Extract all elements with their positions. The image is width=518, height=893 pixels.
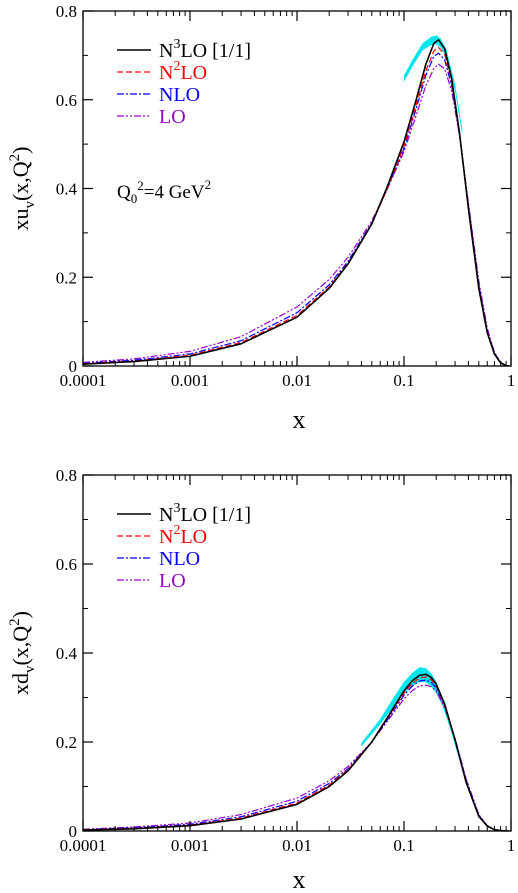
- legend-entry: LO: [159, 106, 186, 128]
- y-tick-label: 0.6: [56, 91, 77, 110]
- x-tick-label: 0.1: [393, 836, 414, 855]
- x-tick-label: 0.001: [171, 836, 209, 855]
- x-tick-label: 0.01: [282, 836, 312, 855]
- x-tick-label: 0.001: [171, 371, 209, 390]
- y-tick-label: 0.2: [56, 733, 77, 752]
- series-line-nlo: [83, 52, 509, 366]
- legend-entry: N2LO: [159, 523, 207, 548]
- y-tick-label: 0.8: [56, 2, 77, 21]
- legend-entry: NLO: [159, 548, 200, 570]
- y-axis-label: xuv(x,Q2): [7, 146, 38, 230]
- legend-entry: N2LO: [159, 59, 207, 84]
- y-tick-label: 0: [69, 357, 78, 376]
- y-tick-label: 0: [69, 822, 78, 841]
- plot-frame: [82, 474, 512, 832]
- legend-entry: N3LO [1/1]: [159, 37, 251, 62]
- legend-entry: N3LO [1/1]: [159, 501, 251, 526]
- x-tick-label: 0.0001: [60, 836, 107, 855]
- y-tick-label: 0.4: [56, 644, 78, 663]
- series-line-n3lo-1-1-: [83, 673, 509, 831]
- x-tick-label: 0.1: [393, 371, 414, 390]
- series-line-n2lo: [83, 676, 509, 831]
- scale-annotation: Q02=4 GeV2: [117, 177, 211, 206]
- series-line-n3lo-1-1-: [83, 39, 509, 366]
- series-line-lo: [83, 63, 509, 366]
- x-tick-label: 1: [507, 836, 516, 855]
- y-tick-label: 0.8: [56, 466, 77, 485]
- legend-entry: NLO: [159, 84, 200, 106]
- x-tick-label: 1: [507, 371, 516, 390]
- y-axis-label: xdv(x,Q2): [7, 611, 38, 695]
- y-tick-label: 0.6: [56, 555, 77, 574]
- x-axis-label: x: [293, 865, 306, 893]
- chart-panel-top: 0.0001 0.001 0.01 0.1 1 0 0.2 0.4 0.6 0.8 x xuv(x,Q…: [7, 2, 515, 434]
- legend-entry: LO: [159, 570, 186, 592]
- chart-panel-bottom: 0.0001 0.001 0.01 0.1 1 0 0.2 0.4 0.6 0.8 x xdv(x,Q…: [7, 466, 515, 893]
- x-tick-label: 0.01: [282, 371, 312, 390]
- x-axis-label: x: [293, 405, 306, 434]
- y-tick-label: 0.2: [56, 268, 77, 287]
- x-tick-label: 0.0001: [60, 371, 107, 390]
- y-tick-label: 0.4: [56, 180, 78, 199]
